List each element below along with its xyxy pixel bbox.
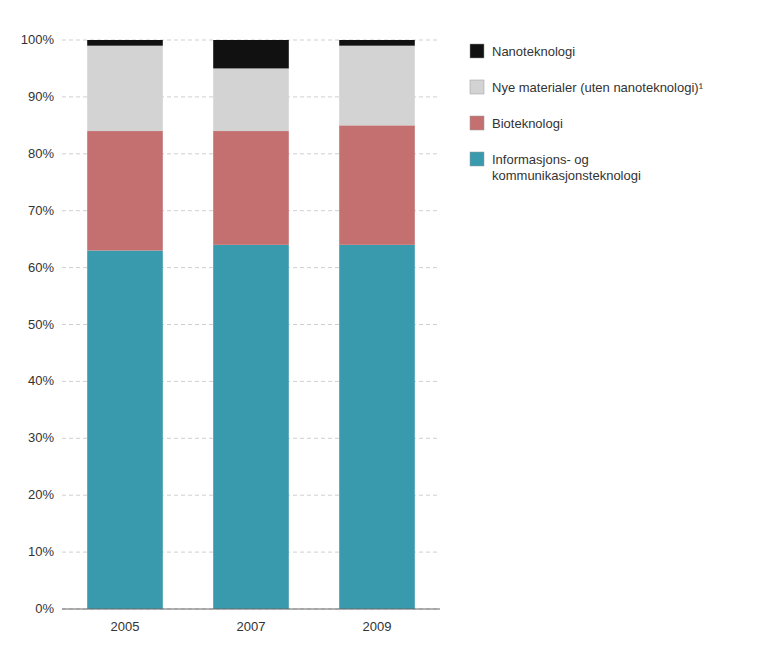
legend-swatch — [470, 44, 484, 58]
legend-label-line: Informasjons- og — [492, 152, 589, 167]
y-tick-label: 70% — [28, 203, 54, 218]
x-axis-line — [62, 609, 440, 610]
legend-swatch — [470, 80, 484, 94]
legend-label-line: Nanoteknologi — [492, 44, 575, 59]
bar-segment — [87, 46, 163, 131]
y-tick-label: 90% — [28, 89, 54, 104]
y-tick-label: 50% — [28, 317, 54, 332]
legend-label: Informasjons- ogkommunikasjonsteknologi — [492, 152, 641, 183]
y-tick-label: 0% — [35, 601, 54, 616]
legend-label-line: Bioteknologi — [492, 116, 563, 131]
y-tick-label: 20% — [28, 487, 54, 502]
y-tick-label: 30% — [28, 430, 54, 445]
legend-label-line: kommunikasjonsteknologi — [492, 168, 641, 183]
legend: Nanoteknologi Nye materialer (uten nanote… — [470, 44, 704, 183]
x-axis: 2005 2007 2009 — [62, 609, 440, 634]
grid — [62, 40, 440, 609]
grid-line — [62, 609, 440, 610]
bar-segment — [87, 40, 163, 46]
x-tick-label: 2007 — [237, 619, 266, 634]
y-tick-label: 60% — [28, 260, 54, 275]
legend-label-line: Nye materialer (uten nanoteknologi)¹ — [492, 80, 704, 95]
bar-segment — [213, 40, 289, 68]
y-axis: 0% 10% 20% 30% 40% 50% 60% 70% 80% 90% 100% — [21, 32, 55, 616]
bar-segment — [339, 125, 415, 244]
bar-segment — [87, 131, 163, 250]
y-tick-label: 80% — [28, 146, 54, 161]
bar-segment — [339, 245, 415, 609]
legend-label: Nanoteknologi — [492, 44, 575, 59]
bar-segment — [339, 46, 415, 126]
y-tick-label: 100% — [21, 32, 55, 47]
chart-container: 0%10%20%30%40%50%60%70%80%90%100%2005200… — [0, 0, 775, 669]
x-tick-label: 2005 — [111, 619, 140, 634]
bar-segment — [213, 131, 289, 245]
legend-label: Nye materialer (uten nanoteknologi)¹ — [492, 80, 704, 95]
chart: 0%10%20%30%40%50%60%70%80%90%100%2005200… — [0, 0, 775, 669]
x-tick-label: 2009 — [363, 619, 392, 634]
bar-segment — [213, 245, 289, 609]
bars — [87, 40, 415, 609]
y-tick-label: 10% — [28, 544, 54, 559]
bar-segment — [339, 40, 415, 46]
legend-label: Bioteknologi — [492, 116, 563, 131]
bar-segment — [87, 251, 163, 609]
bar-segment — [213, 68, 289, 131]
legend-swatch — [470, 152, 484, 166]
legend-swatch — [470, 116, 484, 130]
y-tick-label: 40% — [28, 373, 54, 388]
